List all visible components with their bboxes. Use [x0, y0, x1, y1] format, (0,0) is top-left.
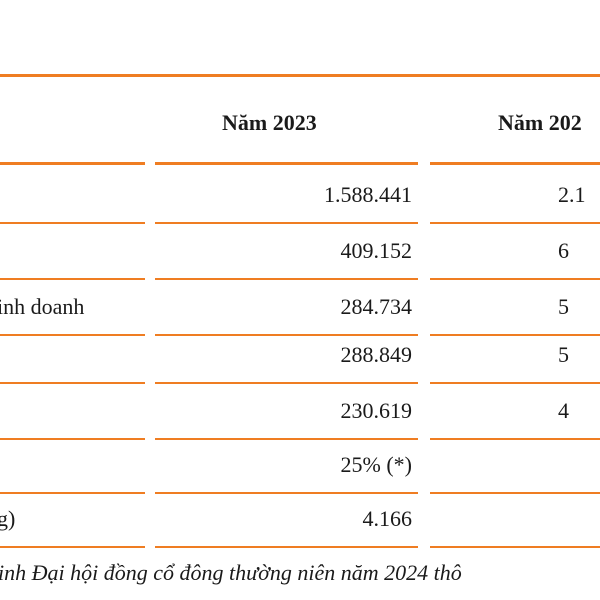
- column-header-2024: Năm 202: [498, 110, 582, 135]
- value-2023: 1.588.441: [324, 182, 412, 207]
- row-divider: [0, 438, 145, 440]
- table-row: g) 4.166: [0, 494, 600, 550]
- row-divider: [0, 278, 145, 280]
- row-divider: [0, 382, 145, 384]
- row-label: g): [0, 506, 16, 531]
- row-divider: [155, 438, 418, 440]
- row-divider: [430, 382, 600, 384]
- value-2024: 6: [558, 238, 569, 263]
- value-2024: 5: [558, 294, 569, 319]
- row-divider: [430, 222, 600, 224]
- value-2023: 284.734: [340, 294, 413, 319]
- row-divider: [155, 334, 418, 336]
- row-divider: [0, 492, 145, 494]
- row-divider: [430, 438, 600, 440]
- value-2023: 230.619: [340, 398, 413, 423]
- row-divider: [0, 546, 145, 548]
- row-divider: [0, 222, 145, 224]
- table-row: 288.849 5: [0, 330, 600, 386]
- row-label: inh doanh: [0, 294, 85, 319]
- header-rule-2023: [155, 162, 418, 165]
- row-divider: [155, 222, 418, 224]
- value-2024: 2.1: [558, 182, 586, 207]
- header-rule-2024: [430, 162, 600, 165]
- row-divider: [155, 382, 418, 384]
- table-top-rule: [0, 74, 600, 77]
- row-divider: [155, 492, 418, 494]
- row-divider: [430, 334, 600, 336]
- table-row: 25% (*): [0, 440, 600, 496]
- column-header-2023: Năm 2023: [222, 110, 317, 135]
- table-row: 409.152 6: [0, 226, 600, 282]
- value-2023: 25% (*): [340, 452, 412, 477]
- row-divider: [430, 492, 600, 494]
- row-divider: [155, 278, 418, 280]
- value-2023: 288.849: [340, 342, 413, 367]
- table-row: 1.588.441 2.1: [0, 170, 600, 226]
- value-2023: 4.166: [362, 506, 413, 531]
- row-divider: [0, 334, 145, 336]
- row-divider: [430, 546, 600, 548]
- row-divider: [155, 546, 418, 548]
- row-divider: [430, 278, 600, 280]
- value-2023: 409.152: [340, 238, 413, 263]
- header-rule-label: [0, 162, 145, 165]
- value-2024: 4: [558, 398, 569, 423]
- table-row: inh doanh 284.734 5: [0, 282, 600, 338]
- table-row: 230.619 4: [0, 386, 600, 442]
- footnote: inh Đại hội đồng cổ đông thường niên năm…: [0, 560, 462, 585]
- value-2024: 5: [558, 342, 569, 367]
